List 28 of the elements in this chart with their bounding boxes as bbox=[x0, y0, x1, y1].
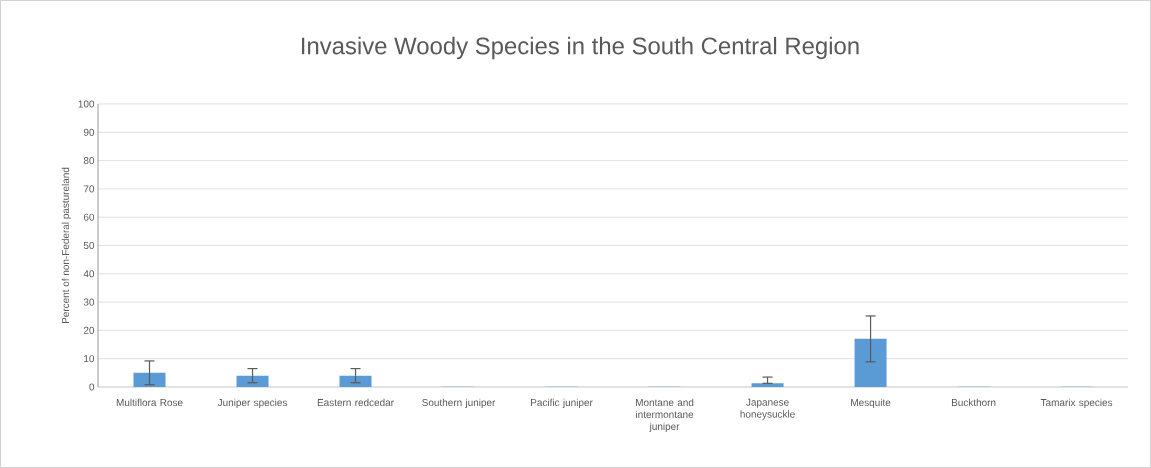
y-tick-label: 30 bbox=[83, 298, 95, 306]
x-tick-label: Pacific juniper bbox=[531, 398, 593, 409]
chart-title: Invasive Woody Species in the South Central Region bbox=[301, 36, 859, 60]
x-tick-label: Tamarix species bbox=[1040, 398, 1113, 409]
x-tick-label: Juniper species bbox=[217, 398, 288, 409]
bar bbox=[751, 383, 784, 387]
x-tick-label: Eastern redcedar bbox=[317, 398, 394, 407]
y-tick-label: 60 bbox=[83, 213, 95, 221]
y-tick-label: 70 bbox=[83, 185, 95, 193]
x-tick-label: Japanese honeysuckle bbox=[740, 398, 795, 420]
x-tick-label: Montane and intermontane juniper bbox=[636, 398, 694, 432]
y-tick-label: 100 bbox=[78, 100, 95, 108]
x-tick-label: Buckthorn bbox=[951, 398, 996, 407]
y-tick-label: 50 bbox=[83, 241, 95, 250]
x-tick-label: Southern juniper bbox=[422, 398, 496, 409]
x-tick-label: Mesquite bbox=[851, 398, 891, 409]
y-tick-label: 80 bbox=[83, 157, 95, 165]
bar bbox=[133, 372, 166, 387]
x-tick-label: Multiflora Rose bbox=[116, 398, 183, 407]
y-tick-label: 10 bbox=[84, 355, 95, 363]
bar bbox=[236, 375, 269, 387]
y-tick-label: 40 bbox=[83, 270, 95, 278]
y-axis-title: Percent of non-Federal pastureland bbox=[61, 167, 72, 324]
y-tick-label: 20 bbox=[83, 326, 95, 334]
bar bbox=[339, 375, 372, 387]
bar bbox=[854, 338, 887, 387]
y-tick-label: 90 bbox=[83, 128, 95, 136]
y-tick-label: 0 bbox=[89, 383, 95, 391]
